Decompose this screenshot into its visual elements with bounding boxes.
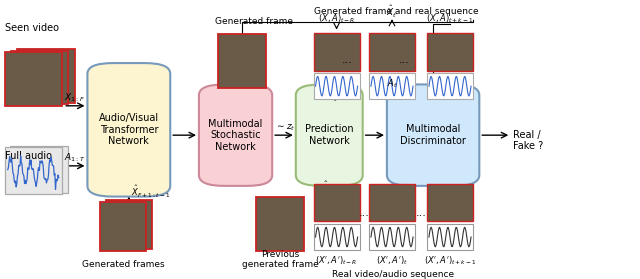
FancyBboxPatch shape <box>369 33 415 71</box>
FancyBboxPatch shape <box>11 51 68 104</box>
Text: ...: ... <box>398 55 409 65</box>
Text: Real video/audio sequence: Real video/audio sequence <box>332 270 454 279</box>
FancyBboxPatch shape <box>218 34 266 88</box>
Text: Generated frame: Generated frame <box>215 17 293 27</box>
FancyBboxPatch shape <box>427 33 473 71</box>
Text: Full audio: Full audio <box>4 151 52 161</box>
Text: $A_t$: $A_t$ <box>387 77 397 90</box>
FancyBboxPatch shape <box>314 33 360 71</box>
FancyBboxPatch shape <box>314 73 360 99</box>
FancyBboxPatch shape <box>4 147 62 194</box>
Text: Real /
Fake ?: Real / Fake ? <box>513 130 543 151</box>
Text: $(X',A')_t$: $(X',A')_t$ <box>376 254 408 267</box>
Text: $X_{1:F}$: $X_{1:F}$ <box>64 92 84 104</box>
FancyBboxPatch shape <box>88 63 170 197</box>
FancyBboxPatch shape <box>199 85 272 186</box>
FancyBboxPatch shape <box>256 197 304 251</box>
FancyBboxPatch shape <box>4 52 62 106</box>
Text: ...: ... <box>359 208 370 218</box>
Text: Generated frames: Generated frames <box>82 260 164 269</box>
Text: $\hat{X}_{t-1}$: $\hat{X}_{t-1}$ <box>321 180 344 196</box>
FancyBboxPatch shape <box>427 224 473 250</box>
FancyBboxPatch shape <box>427 184 473 221</box>
Text: Generated frame and real sequence: Generated frame and real sequence <box>314 7 479 16</box>
Text: Multimodal
Stochastic
Network: Multimodal Stochastic Network <box>209 119 263 152</box>
FancyBboxPatch shape <box>17 49 75 103</box>
Text: $\hat{X}_t$: $\hat{X}_t$ <box>327 88 338 104</box>
FancyBboxPatch shape <box>387 85 479 186</box>
Text: $\hat{X}_t$: $\hat{X}_t$ <box>387 4 397 20</box>
Text: $A_{1:T}$: $A_{1:T}$ <box>64 152 85 164</box>
Text: $(X',A')_{t-R}$: $(X',A')_{t-R}$ <box>316 254 358 267</box>
Text: $(X,A)_{t+k-1}$: $(X,A)_{t+k-1}$ <box>426 13 474 25</box>
FancyBboxPatch shape <box>100 202 146 251</box>
FancyBboxPatch shape <box>10 146 68 193</box>
Text: Audio/Visual
Transformer
Network: Audio/Visual Transformer Network <box>99 113 159 146</box>
Text: Seen video: Seen video <box>4 23 59 33</box>
Text: $\hat{X}_{F+1:t-1}$: $\hat{X}_{F+1:t-1}$ <box>131 184 171 200</box>
Text: Previous
generated frame: Previous generated frame <box>242 250 319 269</box>
Text: ...: ... <box>415 208 426 218</box>
FancyBboxPatch shape <box>427 73 473 99</box>
FancyBboxPatch shape <box>106 200 152 249</box>
FancyBboxPatch shape <box>369 184 415 221</box>
FancyBboxPatch shape <box>369 224 415 250</box>
Text: Prediction
Network: Prediction Network <box>305 124 353 146</box>
FancyBboxPatch shape <box>369 73 415 99</box>
FancyBboxPatch shape <box>296 85 363 186</box>
Text: Multimodal
Discriminator: Multimodal Discriminator <box>400 124 466 146</box>
FancyBboxPatch shape <box>314 224 360 250</box>
Text: ...: ... <box>342 55 353 65</box>
Text: $(X,A)_{t-R}$: $(X,A)_{t-R}$ <box>318 13 355 25</box>
Text: $\sim z_t$: $\sim z_t$ <box>275 123 296 133</box>
Text: $(X',A')_{t+k-1}$: $(X',A')_{t+k-1}$ <box>424 254 476 267</box>
FancyBboxPatch shape <box>314 184 360 221</box>
